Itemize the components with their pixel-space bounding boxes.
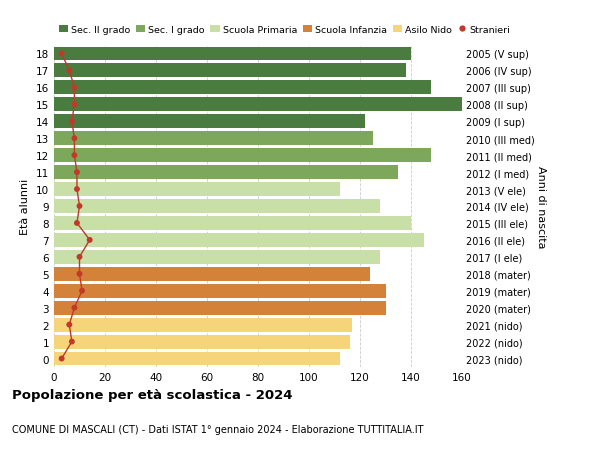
Text: COMUNE DI MASCALI (CT) - Dati ISTAT 1° gennaio 2024 - Elaborazione TUTTITALIA.IT: COMUNE DI MASCALI (CT) - Dati ISTAT 1° g… bbox=[12, 425, 424, 435]
Point bbox=[70, 135, 79, 143]
Point bbox=[70, 101, 79, 109]
Point bbox=[70, 152, 79, 159]
Bar bbox=[54, 267, 370, 281]
Text: Popolazione per età scolastica - 2024: Popolazione per età scolastica - 2024 bbox=[12, 388, 293, 401]
Point bbox=[67, 338, 77, 346]
Point bbox=[75, 254, 85, 261]
Point bbox=[57, 50, 67, 58]
Bar bbox=[54, 47, 411, 62]
Bar bbox=[54, 352, 340, 366]
Point bbox=[77, 287, 87, 295]
Bar bbox=[54, 115, 365, 129]
Point bbox=[75, 203, 85, 210]
Legend: Sec. II grado, Sec. I grado, Scuola Primaria, Scuola Infanzia, Asilo Nido, Stran: Sec. II grado, Sec. I grado, Scuola Prim… bbox=[59, 26, 511, 35]
Y-axis label: Età alunni: Età alunni bbox=[20, 179, 31, 235]
Point bbox=[70, 304, 79, 312]
Bar bbox=[54, 200, 380, 213]
Point bbox=[85, 237, 95, 244]
Point bbox=[65, 321, 74, 329]
Point bbox=[67, 118, 77, 126]
Bar bbox=[54, 335, 350, 349]
Bar bbox=[54, 166, 398, 179]
Bar bbox=[54, 318, 352, 332]
Bar bbox=[54, 183, 340, 196]
Bar bbox=[54, 81, 431, 95]
Point bbox=[72, 169, 82, 176]
Y-axis label: Anni di nascita: Anni di nascita bbox=[536, 165, 546, 248]
Bar bbox=[54, 149, 431, 163]
Point bbox=[75, 270, 85, 278]
Bar bbox=[54, 132, 373, 146]
Point bbox=[72, 186, 82, 193]
Point bbox=[65, 67, 74, 75]
Bar bbox=[54, 301, 386, 315]
Point bbox=[70, 84, 79, 92]
Bar bbox=[54, 284, 386, 298]
Bar bbox=[54, 217, 411, 230]
Bar bbox=[54, 64, 406, 78]
Point bbox=[72, 220, 82, 227]
Bar bbox=[54, 250, 380, 264]
Bar bbox=[54, 98, 467, 112]
Bar bbox=[54, 234, 424, 247]
Point bbox=[57, 355, 67, 363]
